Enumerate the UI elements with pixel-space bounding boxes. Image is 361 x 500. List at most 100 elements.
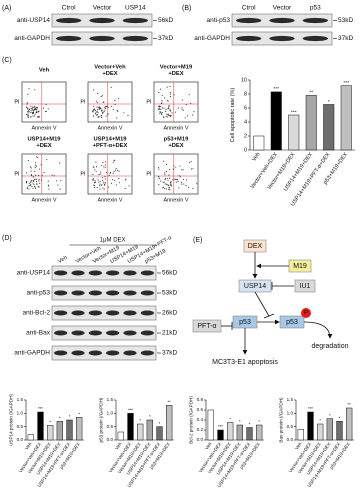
event-dot bbox=[164, 172, 166, 174]
event-dot bbox=[165, 188, 167, 190]
lane-label: Vector bbox=[93, 5, 112, 12]
event-dot bbox=[36, 156, 38, 158]
event-dot bbox=[125, 178, 127, 180]
event-dot bbox=[104, 106, 106, 108]
band bbox=[123, 310, 137, 316]
band bbox=[88, 330, 102, 336]
significance: *** bbox=[128, 407, 133, 412]
bar bbox=[217, 429, 224, 441]
event-dot bbox=[168, 174, 170, 176]
significance: ** bbox=[309, 90, 313, 96]
event-dot bbox=[109, 172, 111, 174]
plot-frame bbox=[153, 81, 199, 123]
event-dot bbox=[104, 184, 106, 186]
event-dot bbox=[35, 162, 37, 164]
event-dot bbox=[26, 187, 28, 190]
panel-label: (B) bbox=[182, 5, 191, 12]
event-dot bbox=[107, 114, 109, 116]
event-dot bbox=[159, 88, 162, 90]
event-dot bbox=[111, 105, 113, 107]
event-dot bbox=[160, 113, 163, 115]
row-label: anti-GAPDH bbox=[14, 350, 50, 357]
event-dot bbox=[35, 178, 37, 180]
event-dot bbox=[116, 117, 118, 119]
event-dot bbox=[35, 165, 38, 167]
event-dot bbox=[182, 109, 184, 111]
x-tick-label: Veh bbox=[114, 441, 123, 451]
event-dot bbox=[35, 108, 37, 110]
event-dot bbox=[36, 107, 38, 109]
event-dot bbox=[172, 179, 174, 181]
event-dot bbox=[31, 185, 33, 187]
event-dot bbox=[28, 183, 30, 185]
event-dot bbox=[164, 97, 166, 99]
event-dot bbox=[40, 179, 42, 181]
event-dot bbox=[27, 93, 29, 95]
event-dot bbox=[38, 115, 40, 117]
plot-title: +PFT-α+DEX bbox=[93, 143, 128, 149]
event-dot bbox=[117, 97, 120, 99]
x-axis-label: Annexin V bbox=[97, 125, 122, 131]
event-dot bbox=[102, 161, 104, 164]
significance: * bbox=[229, 417, 231, 422]
event-dot bbox=[158, 105, 160, 107]
event-dot bbox=[26, 111, 29, 113]
event-dot bbox=[101, 109, 103, 111]
event-dot bbox=[124, 187, 126, 189]
event-dot bbox=[163, 107, 165, 109]
event-dot bbox=[36, 178, 38, 180]
band bbox=[106, 310, 120, 316]
event-dot bbox=[181, 107, 183, 109]
event-dot bbox=[162, 116, 164, 118]
bar bbox=[76, 417, 83, 441]
event-dot bbox=[170, 181, 172, 183]
event-dot bbox=[29, 108, 31, 110]
event-dot bbox=[42, 107, 45, 109]
event-dot bbox=[38, 180, 40, 182]
event-dot bbox=[181, 99, 183, 101]
panel-label: (C) bbox=[2, 57, 12, 64]
inhibit-bar bbox=[263, 313, 275, 319]
y-tick-label: 0.2 bbox=[197, 427, 204, 432]
event-dot bbox=[165, 170, 167, 173]
band bbox=[123, 270, 137, 276]
event-dot bbox=[27, 109, 29, 111]
event-dot bbox=[113, 171, 115, 173]
event-dot bbox=[97, 179, 99, 181]
event-dot bbox=[168, 104, 170, 106]
event-dot bbox=[36, 110, 38, 112]
y-axis-label: Bcl-2 protein (/GAPDH) bbox=[188, 396, 193, 444]
band bbox=[88, 310, 102, 316]
event-dot bbox=[31, 109, 33, 111]
event-dot bbox=[40, 164, 42, 166]
event-dot bbox=[114, 104, 116, 106]
event-dot bbox=[169, 168, 171, 170]
event-dot bbox=[188, 94, 190, 96]
band bbox=[236, 35, 262, 42]
event-dot bbox=[32, 112, 34, 114]
event-dot bbox=[35, 107, 37, 109]
event-dot bbox=[97, 106, 100, 108]
event-dot bbox=[27, 115, 29, 117]
bar bbox=[317, 423, 324, 441]
event-dot bbox=[127, 115, 129, 117]
event-dot bbox=[36, 116, 39, 118]
event-dot bbox=[92, 179, 94, 181]
event-dot bbox=[162, 182, 164, 184]
bar bbox=[27, 434, 34, 441]
event-dot bbox=[185, 103, 187, 106]
event-dot bbox=[183, 183, 185, 185]
band bbox=[54, 330, 68, 336]
bar bbox=[236, 424, 243, 441]
event-dot bbox=[101, 115, 103, 117]
x-tick-label: Veh bbox=[294, 441, 303, 451]
event-dot bbox=[190, 102, 192, 105]
significance: * bbox=[249, 422, 251, 427]
event-dot bbox=[99, 106, 101, 108]
event-dot bbox=[104, 164, 106, 166]
event-dot bbox=[177, 107, 179, 109]
event-dot bbox=[173, 94, 175, 96]
event-dot bbox=[112, 161, 114, 163]
size-label: 26kD bbox=[162, 310, 177, 317]
bar bbox=[166, 405, 173, 441]
